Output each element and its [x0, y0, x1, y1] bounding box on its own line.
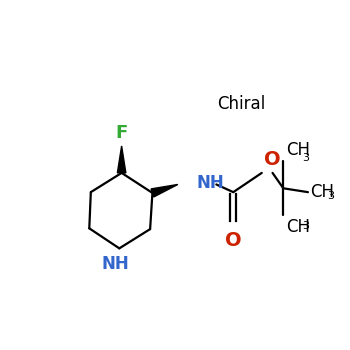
Text: O: O	[264, 150, 281, 169]
Text: CH: CH	[310, 183, 334, 201]
Polygon shape	[151, 184, 178, 197]
Polygon shape	[117, 146, 126, 173]
Text: O: O	[225, 231, 242, 250]
Text: NH: NH	[102, 254, 130, 273]
Text: 3: 3	[302, 153, 309, 163]
Text: Chiral: Chiral	[217, 94, 265, 113]
Text: F: F	[116, 124, 128, 142]
Text: 3: 3	[302, 222, 309, 231]
Text: 3: 3	[327, 191, 334, 201]
Text: NH: NH	[196, 174, 224, 192]
Text: CH: CH	[286, 218, 310, 236]
Text: CH: CH	[286, 141, 310, 159]
